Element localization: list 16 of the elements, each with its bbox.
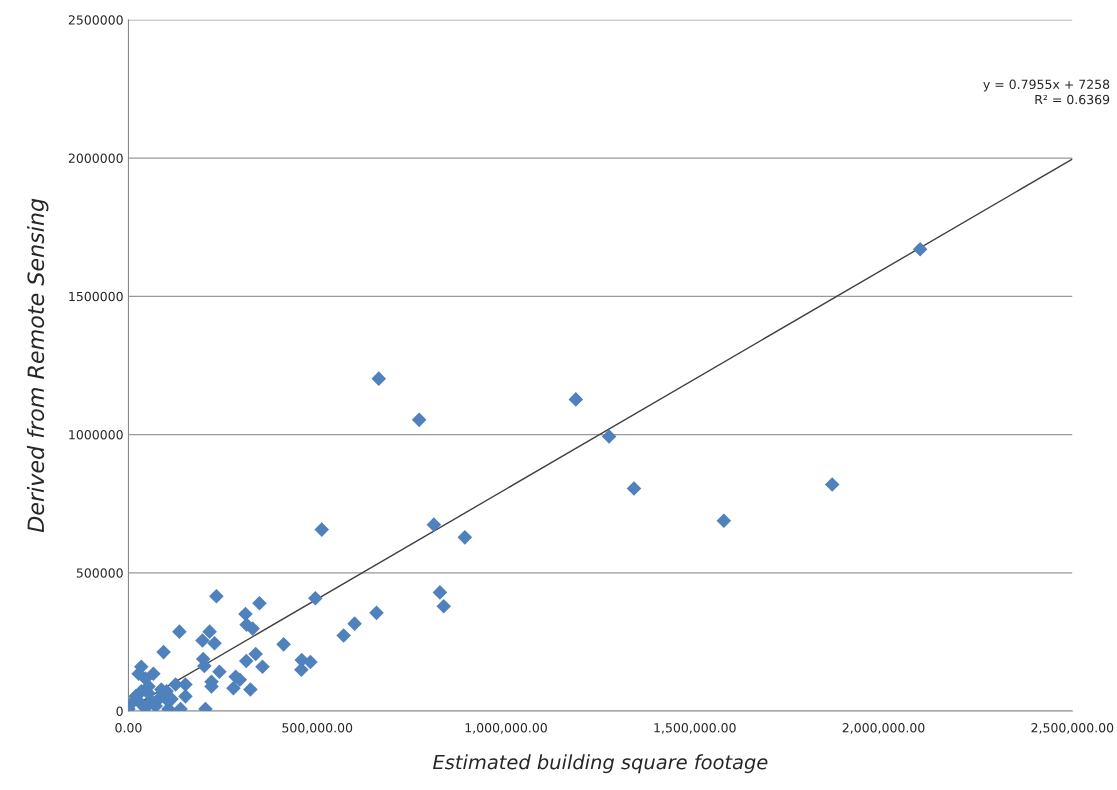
x-tick-label: 2,000,000.00 [842,723,925,734]
x-tick-label: 500,000.00 [282,723,353,734]
x-tick-label: 0.00 [115,723,142,733]
y-tick-label: 1000000 [69,429,123,440]
x-tick-label: 2,500,000.00 [1031,723,1114,734]
y-tick-label: 0 [116,706,123,716]
y-tick-label: 2000000 [68,153,123,163]
y-axis-title: Derived from Remote Sensing [26,198,49,533]
annotation: y = 0.7955x + 7258 [983,79,1110,92]
y-tick-label: 500000 [76,568,123,578]
y-tick-label: 2500000 [68,15,123,25]
x-axis-title: Estimated building square footage [433,754,768,774]
x-tick-label: 1,500,000.00 [654,723,736,734]
y-tick-label: 1500000 [69,291,123,302]
annotation: R² = 0.6369 [1035,94,1110,105]
x-tick-label: 1,000,000.00 [465,723,547,734]
